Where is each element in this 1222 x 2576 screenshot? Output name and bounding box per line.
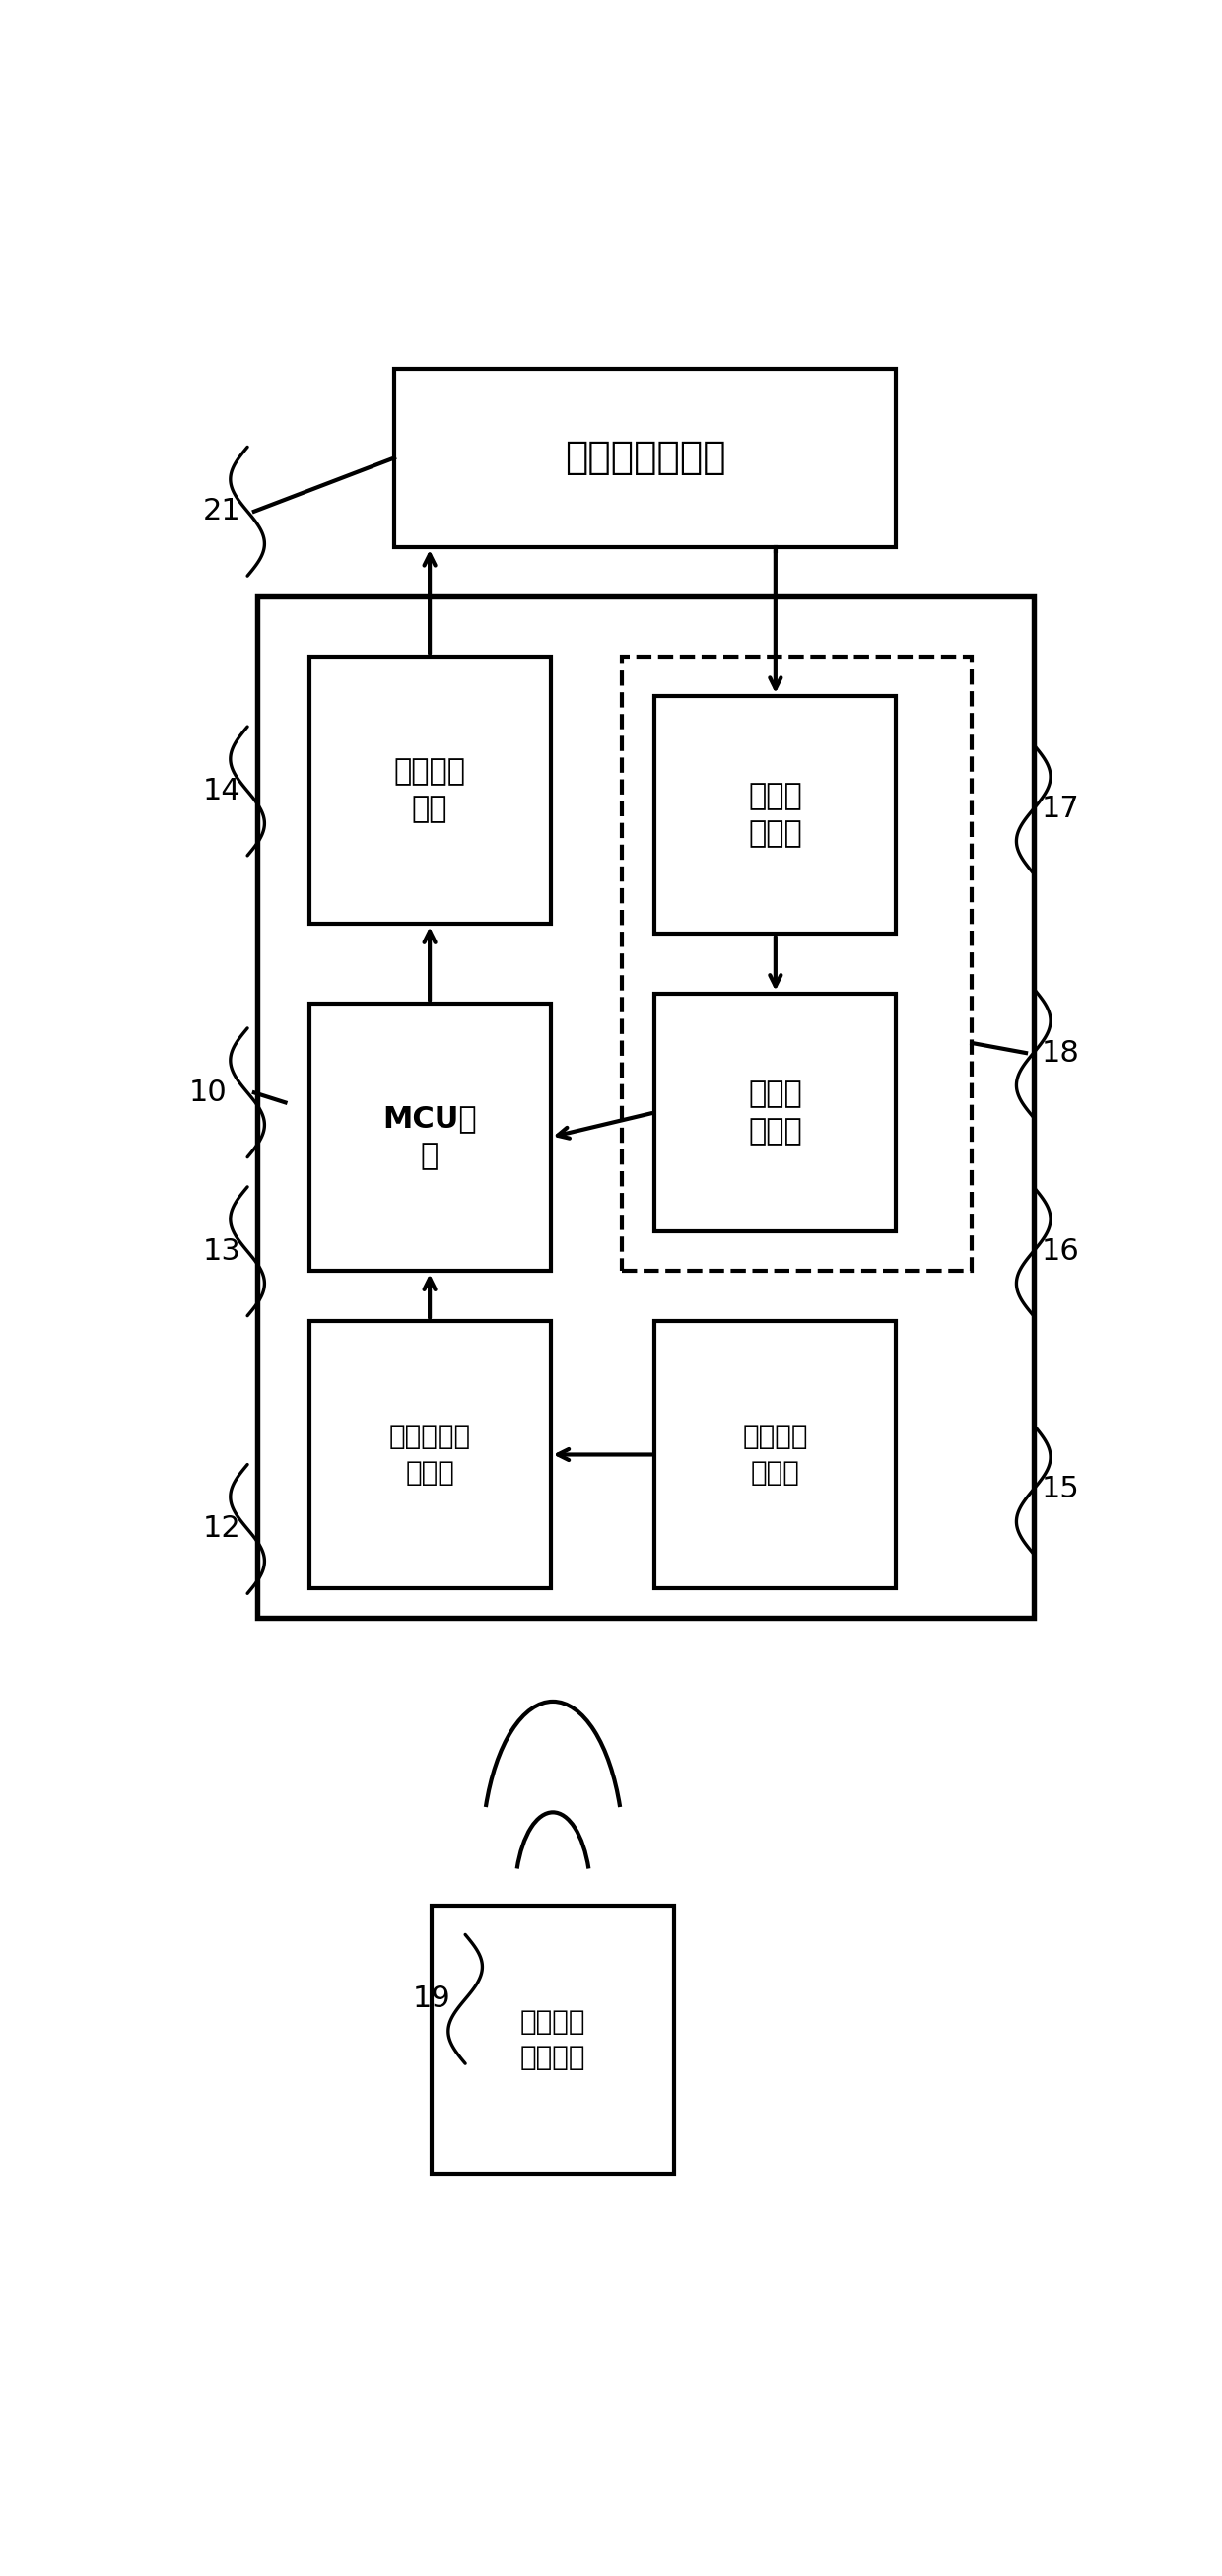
Text: 无线信号
发射模块: 无线信号 发射模块 — [521, 2007, 585, 2071]
Text: 12: 12 — [203, 1515, 241, 1543]
Text: 电源供
电电路: 电源供 电电路 — [748, 781, 803, 848]
Bar — [655, 994, 896, 1231]
Text: 10: 10 — [188, 1079, 227, 1108]
Text: 19: 19 — [413, 1984, 451, 2014]
Text: 无线信号
收模块: 无线信号 收模块 — [743, 1422, 808, 1486]
Text: 18: 18 — [1041, 1038, 1079, 1066]
Text: MCU模
块: MCU模 块 — [382, 1105, 477, 1170]
Text: 15: 15 — [1041, 1476, 1079, 1504]
Text: 无线信号解
码模块: 无线信号解 码模块 — [389, 1422, 470, 1486]
Bar — [655, 696, 896, 935]
Text: 16: 16 — [1041, 1236, 1079, 1265]
Bar — [433, 1906, 673, 2174]
Bar — [655, 1321, 896, 1589]
Text: 交流降
压模块: 交流降 压模块 — [748, 1079, 803, 1146]
Text: 13: 13 — [203, 1236, 241, 1265]
Text: 控制输出
模块: 控制输出 模块 — [393, 757, 466, 824]
Bar — [257, 598, 1034, 1618]
Bar — [309, 1321, 550, 1589]
Bar — [309, 1002, 550, 1270]
Text: 警告和控制装置: 警告和控制装置 — [565, 438, 726, 477]
Bar — [309, 657, 550, 925]
Text: 21: 21 — [203, 497, 241, 526]
Text: 17: 17 — [1041, 793, 1079, 824]
Text: 14: 14 — [203, 778, 241, 806]
Bar — [622, 657, 971, 1270]
Bar — [395, 368, 896, 546]
